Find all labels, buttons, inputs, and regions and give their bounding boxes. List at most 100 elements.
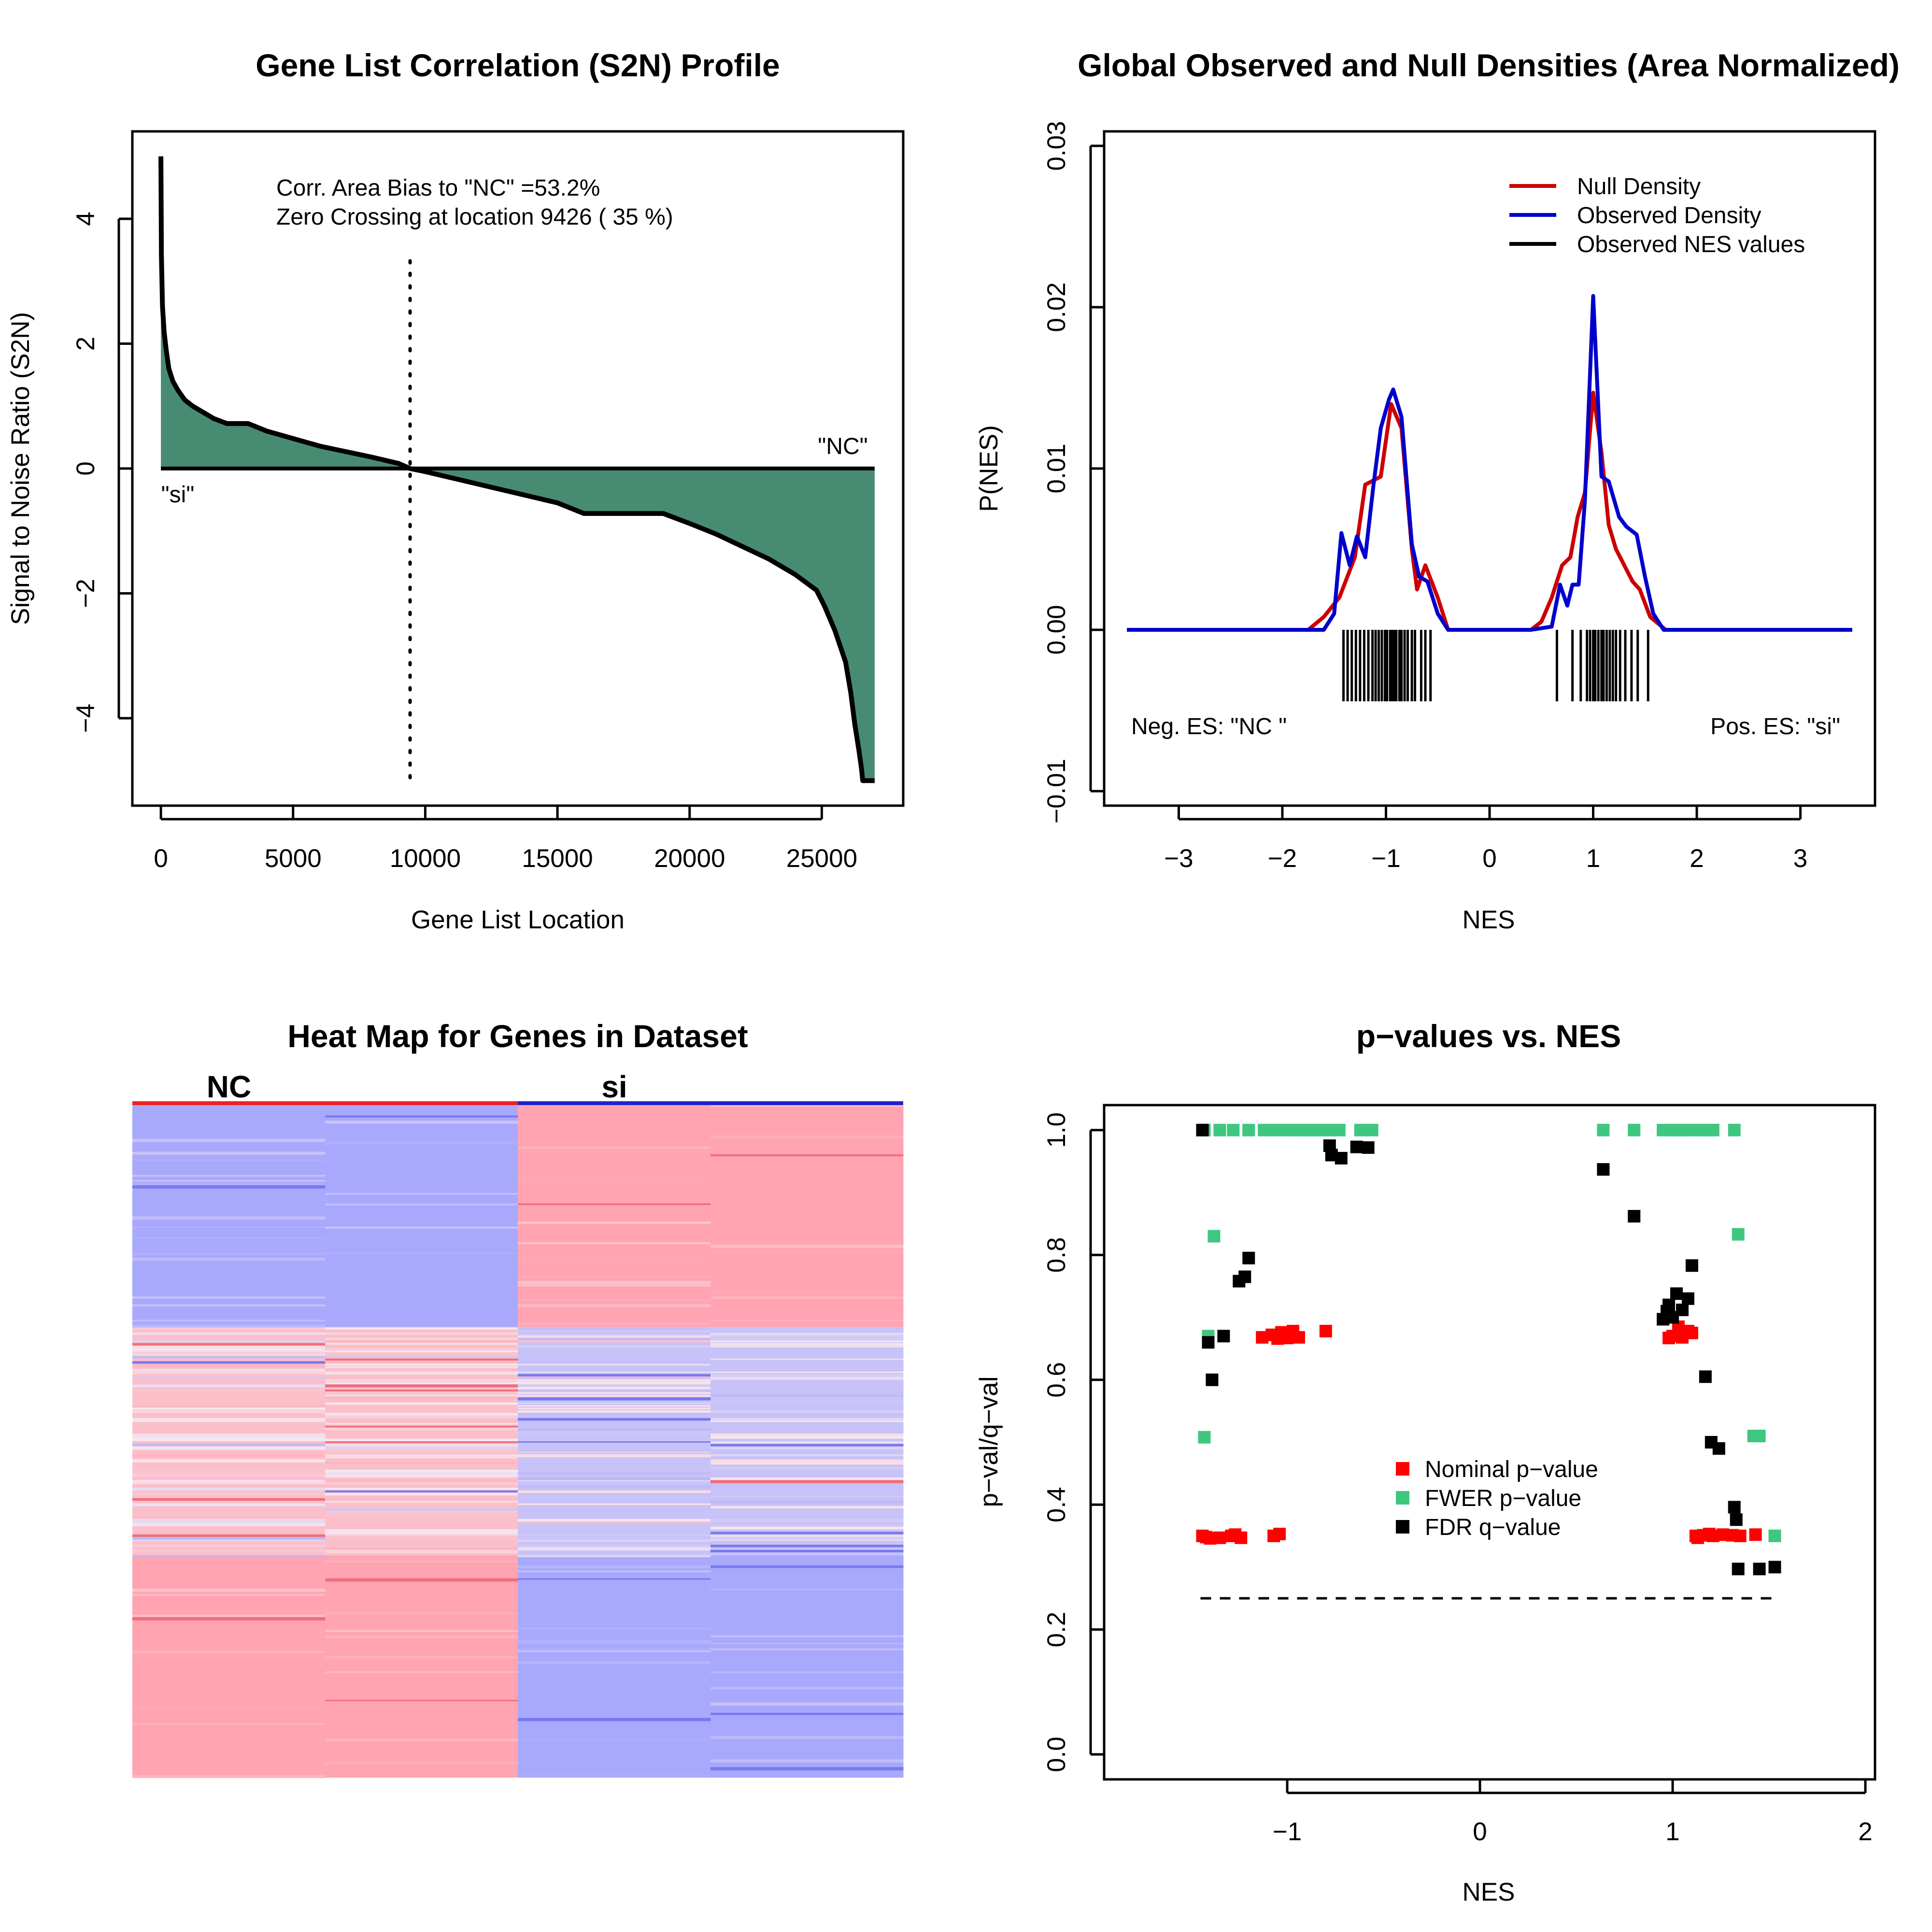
heatmap-row-stripe	[518, 1234, 711, 1237]
heatmap-row-stripe	[710, 1707, 904, 1710]
heatmap-row-stripe	[325, 1563, 518, 1566]
heatmap-row-stripe	[518, 1371, 711, 1373]
legend-label-null: Null Density	[1577, 174, 1701, 199]
heatmap-row-stripe	[518, 1374, 711, 1377]
s2n-annotation-bias: Corr. Area Bias to "NC" =53.2%	[276, 175, 600, 201]
heatmap-row-stripe	[710, 1441, 904, 1444]
heatmap-row-stripe	[710, 1343, 904, 1346]
heatmap-row-stripe	[132, 1410, 326, 1413]
heatmap-row-stripe	[710, 1713, 904, 1715]
heatmap-row-stripe	[325, 1565, 518, 1567]
fdr-point	[1712, 1442, 1725, 1455]
nominal-point	[1733, 1529, 1747, 1542]
pvalues-ytick-label: 0.8	[1042, 1237, 1071, 1273]
s2n-annotation-zero-crossing: Zero Crossing at location 9426 ( 35 %)	[276, 204, 673, 230]
heatmap-row-stripe	[325, 1700, 518, 1702]
pvalues-plot-frame	[1103, 1104, 1876, 1781]
heatmap-row-stripe	[132, 1472, 326, 1475]
heatmap-row-stripe	[132, 1488, 326, 1491]
heatmap-row-stripe	[710, 1671, 904, 1673]
heatmap-row-stripe	[710, 1394, 904, 1397]
heatmap-row-stripe	[518, 1407, 711, 1409]
heatmap-row-stripe	[518, 1480, 711, 1482]
heatmap-row-stripe	[325, 1348, 518, 1351]
heatmap-row-stripe	[132, 1325, 326, 1328]
heatmap-row-stripe	[518, 1650, 711, 1652]
heatmap-row-stripe	[518, 1146, 711, 1149]
heatmap-row-stripe	[518, 1384, 711, 1387]
heatmap-row-stripe	[132, 1521, 326, 1525]
heatmap-row-stripe	[518, 1648, 711, 1651]
heatmap-row-stripe	[325, 1488, 518, 1490]
nominal-point	[1213, 1531, 1226, 1544]
pvalues-title: p−values vs. NES	[1356, 1018, 1621, 1054]
heatmap-row-stripe	[710, 1635, 904, 1638]
fdr-point	[1732, 1563, 1745, 1576]
fwer-point	[1628, 1123, 1641, 1136]
density-xtick-label: 1	[1586, 844, 1600, 873]
pvalues-xtick-label: 2	[1858, 1818, 1872, 1846]
heatmap-row-stripe	[710, 1767, 904, 1771]
pvalues-points-layer	[1196, 1123, 1781, 1600]
heatmap-row-stripe	[518, 1428, 711, 1431]
heatmap-row-stripe	[710, 1418, 904, 1421]
heatmap-row-stripe	[132, 1545, 326, 1547]
heatmap-row-stripe	[710, 1477, 904, 1481]
heatmap-row-stripe	[325, 1366, 518, 1368]
fwer-point	[1732, 1228, 1745, 1241]
heatmap-row-stripe	[132, 1180, 326, 1182]
heatmap-row-stripe	[132, 1537, 326, 1540]
pvalues-xtick-label: −1	[1273, 1818, 1302, 1846]
heatmap-row-stripe	[325, 1472, 518, 1475]
heatmap-row-stripe	[132, 1519, 326, 1521]
nominal-point	[1235, 1531, 1248, 1544]
heatmap-row-stripe	[710, 1371, 904, 1373]
heatmap-row-stripe	[325, 1593, 518, 1597]
heatmap-row-stripe	[518, 1397, 711, 1401]
density-xtick-label: −1	[1371, 844, 1400, 873]
s2n-xtick-label: 5000	[265, 844, 322, 873]
density-axes: −3 −2 −1 0 1 2 3 −0.01 0.00 0.01 0.02 0.03	[1042, 121, 1807, 873]
heatmap-row-stripe	[325, 1625, 518, 1627]
heatmap-row-stripe	[325, 1226, 518, 1229]
heatmap-row-stripe	[325, 1635, 518, 1639]
pvalues-axes: −1 0 1 2 0.0 0.2 0.4 0.6 0.8 1.0	[1042, 1112, 1873, 1846]
heatmap-row-stripe	[132, 1555, 326, 1557]
heatmap-row-stripe	[325, 1480, 518, 1482]
pvalues-panel: p−values vs. NES −1 0 1 2 0.0 0.2 0.4 0.6 0.8 1.0…	[975, 1018, 1876, 1906]
heatmap-row-stripe	[132, 1769, 326, 1773]
pvalues-legend: Nominal p−value FWER p−value FDR q−value	[1396, 1457, 1598, 1540]
heatmap-row-stripe	[132, 1389, 326, 1392]
heatmap-row-stripe	[710, 1462, 904, 1465]
heatmap-row-stripe	[518, 1519, 711, 1522]
heatmap-row-stripe	[518, 1534, 711, 1536]
fdr-point	[1597, 1163, 1610, 1176]
pvalues-xlabel: NES	[1463, 1878, 1515, 1906]
pvalues-ytick-label: 0.4	[1042, 1487, 1071, 1522]
fwer-point	[1597, 1123, 1610, 1136]
heatmap-row-stripe	[710, 1532, 904, 1535]
heatmap-row-stripe	[325, 1423, 518, 1425]
heatmap-row-stripe	[325, 1371, 518, 1375]
heatmap-row-stripe	[518, 1327, 711, 1331]
heatmap-row-stripe	[132, 1446, 326, 1450]
heatmap-row-stripe	[325, 1397, 518, 1399]
heatmap-block-cell	[710, 1555, 904, 1778]
heatmap-row-stripe	[710, 1480, 904, 1483]
fwer-point	[1768, 1529, 1781, 1542]
heatmap-row-stripe	[325, 1340, 518, 1344]
heatmap-row-stripe	[325, 1513, 518, 1517]
heatmap-row-stripe	[325, 1498, 518, 1500]
heatmap-row-stripe	[710, 1454, 904, 1456]
heatmap-row-stripe	[325, 1612, 518, 1615]
heatmap-row-stripe	[132, 1314, 326, 1317]
heatmap-row-stripe	[325, 1534, 518, 1536]
heatmap-row-stripe	[325, 1469, 518, 1473]
heatmap-row-stripe	[325, 1413, 518, 1416]
heatmap-row-stripe	[710, 1374, 904, 1377]
heatmap-row-stripe	[325, 1633, 518, 1635]
heatmap-row-stripe	[132, 1304, 326, 1307]
heatmap-row-stripe	[710, 1172, 904, 1174]
heatmap-row-stripe	[325, 1537, 518, 1539]
heatmap-row-stripe	[132, 1650, 326, 1653]
